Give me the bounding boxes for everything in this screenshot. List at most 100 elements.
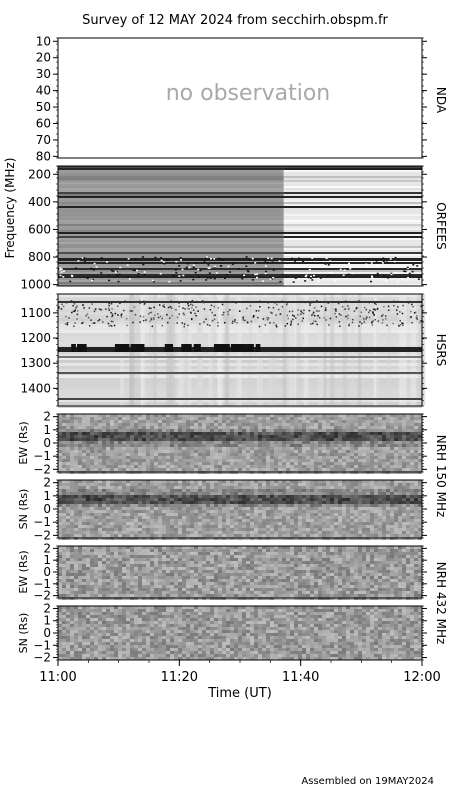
nrh-pixel: [198, 492, 202, 495]
orfees-band: [283, 226, 422, 228]
nrh-pixel: [110, 531, 114, 534]
hsrs-speckle: [58, 306, 60, 308]
nrh-pixel: [378, 546, 382, 549]
nrh-pixel: [250, 516, 254, 519]
nrh-pixel: [394, 513, 398, 516]
nrh-pixel: [414, 438, 418, 441]
nrh-pixel: [78, 507, 82, 510]
nrh-pixel: [306, 534, 310, 537]
nrh-pixel: [274, 456, 278, 459]
nrh-pixel: [306, 489, 310, 492]
nrh-pixel: [366, 519, 370, 522]
nrh-pixel: [318, 435, 322, 438]
nrh-pixel: [258, 426, 262, 429]
nrh-pixel: [362, 531, 366, 534]
nrh-pixel: [222, 450, 226, 453]
nrh-pixel: [90, 414, 94, 417]
hsrs-speckle: [222, 314, 225, 316]
hsrs-speckle: [117, 314, 119, 316]
nrh-pixel: [294, 492, 298, 495]
nrh-pixel: [346, 483, 350, 486]
nrh-pixel: [102, 480, 106, 483]
hsrs-speckle: [81, 322, 83, 325]
nrh-pixel: [302, 435, 306, 438]
nrh-pixel: [250, 510, 254, 513]
nrh-pixel: [194, 429, 198, 432]
nrh-pixel: [254, 534, 258, 537]
nrh-pixel: [122, 495, 126, 498]
nrh-pixel: [294, 528, 298, 531]
nrh-pixel: [294, 453, 298, 456]
nrh-pixel: [126, 450, 130, 453]
nrh-pixel: [162, 546, 166, 549]
nrh-pixel: [354, 468, 358, 471]
hsrs-speckle: [363, 318, 365, 321]
nrh-pixel: [142, 468, 146, 471]
nrh-pixel: [342, 507, 346, 510]
orfees-band: [58, 226, 284, 228]
nrh-pixel: [226, 516, 230, 519]
orfees-band: [283, 198, 422, 200]
nrh-pixel: [298, 525, 302, 528]
nrh-pixel: [382, 534, 386, 537]
nrh-pixel: [158, 417, 162, 420]
orfees-band: [58, 172, 284, 174]
hsrs-burst: [181, 344, 192, 352]
hsrs-speckle: [266, 318, 269, 321]
nrh-pixel: [178, 519, 182, 522]
hsrs-speckle: [346, 315, 348, 318]
nrh-pixel: [254, 456, 258, 459]
nrh-pixel: [366, 546, 370, 549]
nrh-pixel: [278, 420, 282, 423]
nrh-pixel: [382, 531, 386, 534]
nrh-pixel: [374, 435, 378, 438]
nrh-pixel: [266, 510, 270, 513]
nrh-pixel: [246, 414, 250, 417]
nrh-pixel: [350, 420, 354, 423]
nrh-pixel: [90, 528, 94, 531]
nrh-pixel: [174, 426, 178, 429]
nrh-pixel: [258, 495, 262, 498]
nrh-pixel: [350, 513, 354, 516]
nrh-pixel: [110, 516, 114, 519]
nrh-pixel: [194, 549, 198, 552]
nrh-pixel: [398, 507, 402, 510]
nrh-pixel: [62, 441, 66, 444]
nrh-pixel: [398, 525, 402, 528]
nrh-pixel: [366, 483, 370, 486]
nrh-pixel: [142, 441, 146, 444]
nrh-pixel: [266, 531, 270, 534]
nrh-pixel: [298, 426, 302, 429]
nrh-pixel: [390, 438, 394, 441]
nrh-pixel: [202, 531, 206, 534]
nrh-pixel: [374, 534, 378, 537]
hsrs-speckle: [142, 319, 145, 322]
nrh-pixel: [122, 468, 126, 471]
nrh-pixel: [394, 465, 398, 468]
nrh-pixel: [238, 480, 242, 483]
nrh-pixel: [302, 426, 306, 429]
nrh-pixel: [270, 459, 274, 462]
nrh-pixel: [334, 426, 338, 429]
hsrs-speckle: [120, 316, 123, 318]
nrh-pixel: [354, 531, 358, 534]
nrh-pixel: [82, 498, 86, 501]
orfees-dark-band: [58, 276, 422, 278]
nrh-pixel: [114, 453, 118, 456]
nrh-pixel: [142, 420, 146, 423]
nrh-pixel: [82, 468, 86, 471]
nrh-pixel: [382, 504, 386, 507]
nrh-pixel: [338, 507, 342, 510]
hsrs-speckle: [313, 306, 316, 309]
nrh-pixel: [146, 459, 150, 462]
nrh-pixel: [242, 528, 246, 531]
nrh-pixel: [326, 450, 330, 453]
nrh-pixel: [278, 486, 282, 489]
nrh-pixel: [98, 522, 102, 525]
nrh-pixel: [354, 462, 358, 465]
hsrs-speckle: [384, 318, 387, 320]
nrh-pixel: [98, 504, 102, 507]
orfees-band: [58, 256, 284, 258]
nrh-pixel: [98, 435, 102, 438]
nrh-pixel: [210, 447, 214, 450]
